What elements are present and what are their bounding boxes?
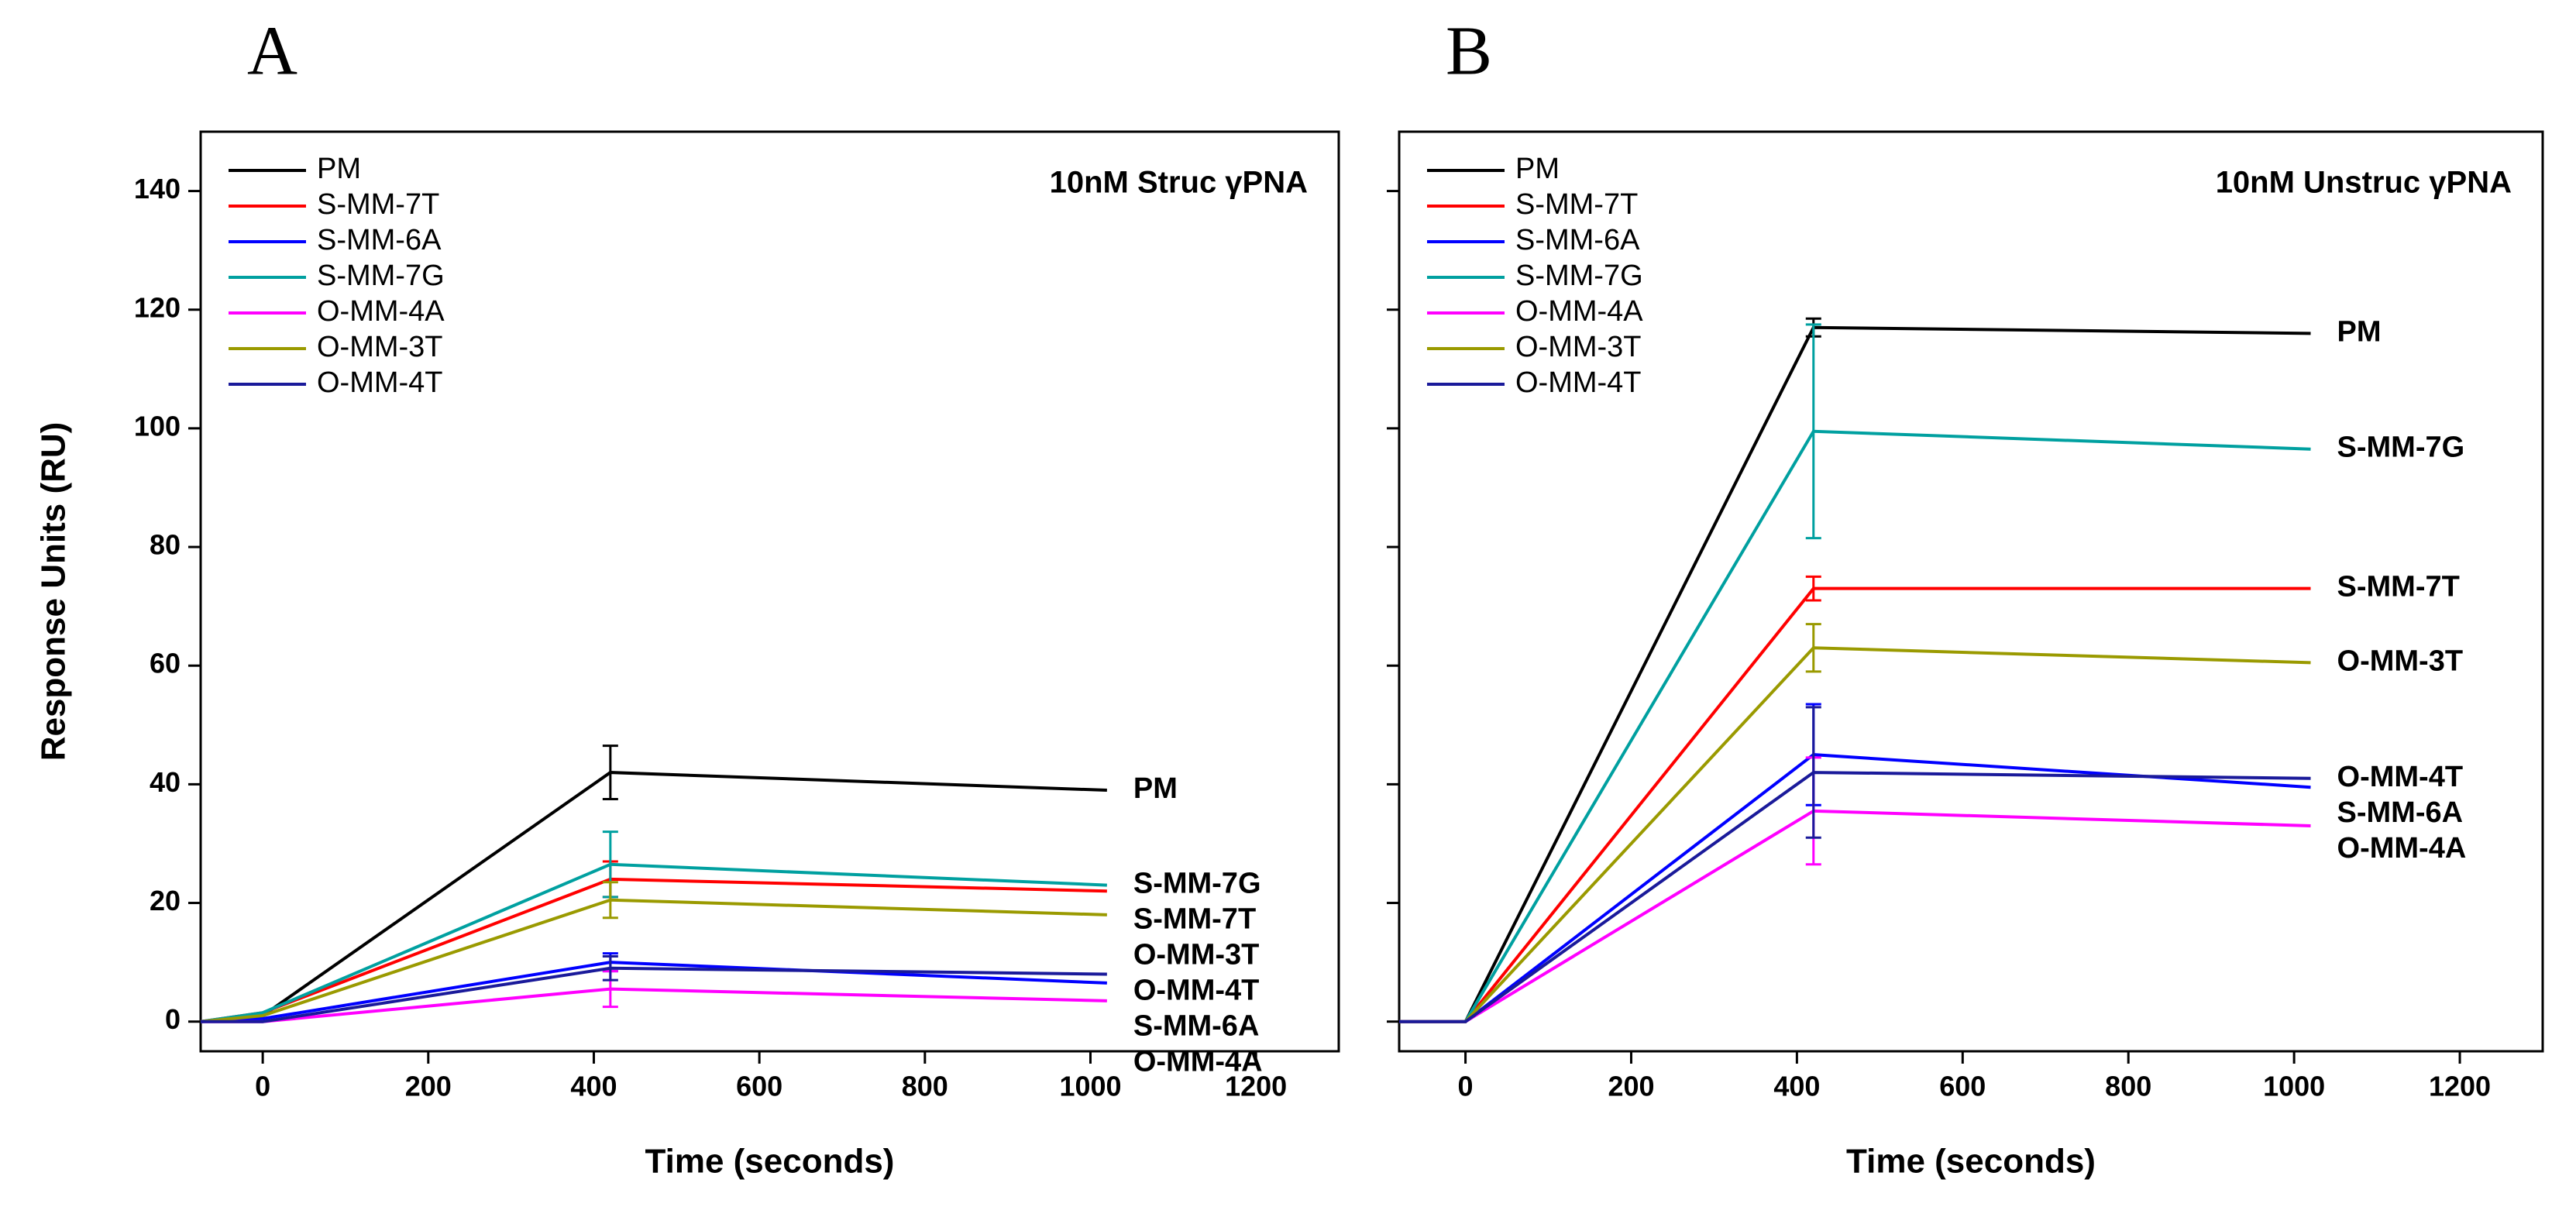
y-tick-label: 140 <box>134 173 181 205</box>
legend-label: S-MM-6A <box>1515 224 1640 256</box>
legend-label: O-MM-3T <box>1515 331 1642 363</box>
error-bar <box>1805 706 1821 839</box>
end-label: S-MM-7T <box>1133 903 1256 936</box>
error-bar <box>1805 575 1821 602</box>
plot-frame <box>199 130 1340 1053</box>
y-tick-label: 40 <box>150 766 181 798</box>
end-label: O-MM-4A <box>1133 1046 1263 1078</box>
panel-label: A <box>247 13 297 90</box>
series-line <box>200 898 1107 1023</box>
series-line <box>201 966 1107 1023</box>
x-tick-label: 1000 <box>1059 1071 1121 1102</box>
x-tick-label: 1200 <box>2429 1071 2491 1102</box>
x-tick-label: 400 <box>570 1071 617 1102</box>
plot-frame <box>1398 130 2544 1053</box>
y-tick-label: 120 <box>134 291 181 323</box>
x-axis-title: Time (seconds) <box>1846 1143 2096 1181</box>
y-tick-label: 100 <box>134 410 181 442</box>
x-tick-label: 1200 <box>1225 1071 1287 1102</box>
end-label: O-MM-4T <box>1133 975 1260 1007</box>
end-label: S-MM-6A <box>2337 796 2464 829</box>
error-bar <box>602 881 618 920</box>
x-tick-label: 600 <box>736 1071 782 1102</box>
legend-label: S-MM-7T <box>317 188 439 221</box>
legend-label: O-MM-3T <box>317 331 443 363</box>
end-label: PM <box>1133 772 1178 805</box>
series-line <box>1399 809 2311 1023</box>
legend-label: PM <box>317 153 361 185</box>
x-tick-label: 800 <box>902 1071 948 1102</box>
end-label: S-MM-6A <box>1133 1010 1260 1043</box>
chart-title: 10nM Unstruc γPNA <box>2216 166 2512 200</box>
legend-label: S-MM-7G <box>317 260 445 292</box>
legend-label: S-MM-6A <box>317 224 442 256</box>
end-label: O-MM-4A <box>2337 832 2467 865</box>
series-line <box>1399 646 2311 1023</box>
error-bar <box>602 744 618 801</box>
chart-title: 10nM Struc γPNA <box>1050 166 1308 200</box>
legend-label: O-MM-4T <box>1515 366 1642 399</box>
series-line <box>1399 753 2311 1023</box>
panel-label: B <box>1446 13 1492 90</box>
error-bar <box>1805 623 1821 673</box>
end-label: O-MM-4T <box>2337 761 2464 793</box>
series-line <box>1399 771 2311 1023</box>
y-axis-title: Response Units (RU) <box>35 422 73 762</box>
x-tick-label: 1000 <box>2263 1071 2325 1102</box>
end-label: S-MM-7T <box>2337 571 2460 603</box>
x-tick-label: 0 <box>1458 1071 1474 1102</box>
y-tick-label: 60 <box>150 648 181 679</box>
x-tick-label: 400 <box>1773 1071 1820 1102</box>
y-tick-label: 20 <box>150 885 181 916</box>
legend-label: O-MM-4T <box>317 366 443 399</box>
end-label: PM <box>2337 315 2382 348</box>
end-label: O-MM-3T <box>1133 939 1260 971</box>
x-tick-label: 200 <box>1608 1071 1654 1102</box>
legend-label: S-MM-7T <box>1515 188 1638 221</box>
y-tick-label: 0 <box>165 1003 181 1035</box>
series-line <box>1399 586 2311 1023</box>
legend-label: O-MM-4A <box>1515 295 1643 328</box>
x-tick-label: 200 <box>405 1071 452 1102</box>
error-bar <box>602 954 618 982</box>
error-bar <box>1805 323 1821 540</box>
y-tick-label: 80 <box>150 529 181 561</box>
x-tick-label: 800 <box>2105 1071 2151 1102</box>
end-label: S-MM-7G <box>1133 868 1261 900</box>
x-tick-label: 600 <box>1939 1071 1986 1102</box>
legend-label: O-MM-4A <box>317 295 445 328</box>
legend-label: S-MM-7G <box>1515 260 1643 292</box>
end-label: O-MM-3T <box>2337 645 2464 677</box>
legend-label: PM <box>1515 153 1560 185</box>
x-tick-label: 0 <box>255 1071 270 1102</box>
x-axis-title: Time (seconds) <box>645 1143 895 1181</box>
end-label: S-MM-7G <box>2337 432 2465 464</box>
